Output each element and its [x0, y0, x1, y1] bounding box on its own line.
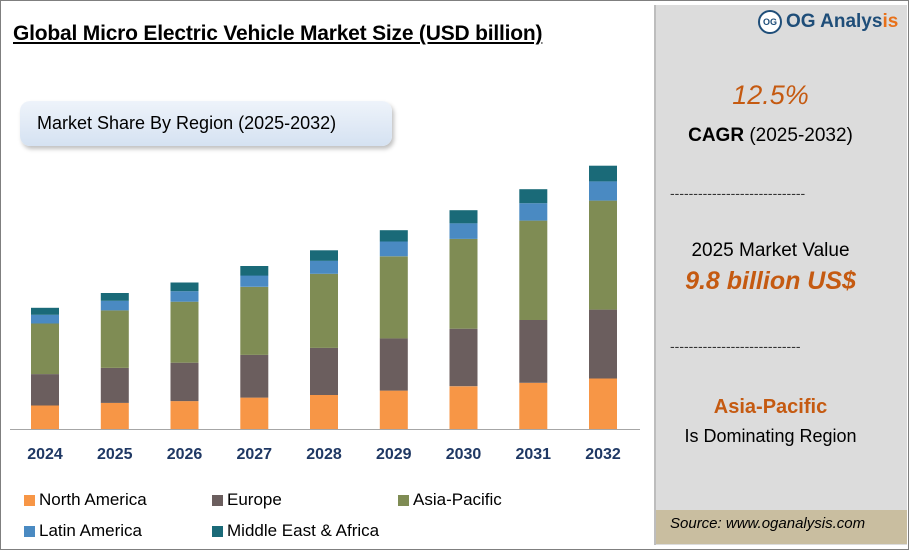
legend-label: Middle East & Africa — [227, 521, 380, 540]
bar-latin-america-2026 — [170, 291, 199, 302]
bar-north-america-2029 — [379, 390, 408, 429]
bar-europe-2032 — [589, 309, 617, 379]
subtitle-box: Market Share By Region (2025-2032) — [20, 101, 392, 146]
bar-middle-east-africa-2031 — [519, 189, 548, 204]
legend-swatch — [24, 494, 35, 506]
source-text: Source: www.oganalysis.com — [670, 515, 866, 532]
bar-middle-east-africa-2024 — [31, 307, 59, 315]
bar-europe-2029 — [379, 338, 408, 391]
bar-latin-america-2027 — [240, 275, 269, 287]
bar-north-america-2025 — [100, 402, 129, 429]
bar-middle-east-africa-2030 — [449, 210, 478, 224]
logo-mark-icon: OG — [758, 10, 782, 34]
bar-asia-pacific-2024 — [31, 323, 59, 375]
bar-asia-pacific-2031 — [519, 220, 548, 320]
dominating-region-label: Is Dominating Region — [684, 426, 857, 446]
bar-middle-east-africa-2026 — [170, 282, 199, 292]
bar-latin-america-2029 — [379, 241, 408, 257]
x-tick-label-2024: 2024 — [27, 446, 63, 463]
bar-middle-east-africa-2025 — [100, 293, 129, 301]
x-tick-label-2032: 2032 — [585, 446, 621, 463]
bar-latin-america-2031 — [519, 203, 548, 221]
bar-europe-2025 — [100, 368, 129, 403]
legend-swatch — [212, 494, 223, 506]
bar-latin-america-2032 — [589, 181, 617, 201]
bar-latin-america-2028 — [310, 260, 338, 274]
logo-wordmark: OG Analysis — [786, 11, 898, 33]
x-tick-label-2029: 2029 — [376, 446, 412, 463]
legend-swatch — [24, 525, 35, 537]
x-tick-label-2030: 2030 — [446, 446, 482, 463]
bar-north-america-2024 — [31, 405, 59, 429]
legend-item-latin-america: Latin America — [24, 521, 142, 541]
legend-item-north-america: North America — [24, 490, 147, 510]
chart-subtitle: Market Share By Region (2025-2032) — [37, 113, 337, 133]
bar-north-america-2026 — [170, 401, 199, 429]
x-tick-label-2028: 2028 — [306, 446, 342, 463]
cagr-bold: CAGR — [688, 125, 745, 146]
bar-latin-america-2030 — [449, 223, 478, 239]
og-analysis-logo: OG OG Analysis — [758, 10, 898, 34]
bar-asia-pacific-2030 — [449, 238, 478, 329]
cagr-period: (2025-2032) — [749, 125, 853, 146]
bar-middle-east-africa-2028 — [310, 250, 338, 261]
legend-label: North America — [39, 490, 147, 509]
bar-north-america-2027 — [240, 397, 269, 429]
legend-swatch — [398, 494, 409, 506]
bar-latin-america-2025 — [100, 300, 129, 311]
summary-panel — [654, 5, 907, 545]
bar-europe-2028 — [310, 347, 338, 395]
bar-asia-pacific-2028 — [310, 273, 338, 348]
market-value-label: 2025 Market Value — [691, 240, 850, 261]
chart-title: Global Micro Electric Vehicle Market Siz… — [13, 22, 543, 45]
x-tick-label-2031: 2031 — [515, 446, 551, 463]
bar-north-america-2030 — [449, 386, 478, 429]
x-tick-label-2026: 2026 — [167, 446, 203, 463]
legend-item-europe: Europe — [212, 490, 282, 510]
bar-asia-pacific-2026 — [170, 301, 199, 363]
divider-2: ---------------------------- — [670, 338, 801, 354]
legend-item-middle-east-africa: Middle East & Africa — [212, 521, 379, 541]
bar-middle-east-africa-2029 — [379, 230, 408, 242]
cagr-label: CAGR (2025-2032) — [654, 125, 887, 147]
x-tick-label-2025: 2025 — [97, 446, 133, 463]
bar-middle-east-africa-2032 — [589, 165, 617, 182]
bar-north-america-2032 — [589, 378, 617, 429]
bar-europe-2031 — [519, 320, 548, 383]
legend-label: Europe — [227, 490, 282, 509]
bar-asia-pacific-2027 — [240, 286, 269, 355]
divider-1: ----------------------------- — [670, 185, 806, 201]
legend-swatch — [212, 525, 223, 537]
bar-middle-east-africa-2027 — [240, 266, 269, 276]
bar-asia-pacific-2025 — [100, 310, 129, 368]
bar-europe-2030 — [449, 328, 478, 387]
bar-europe-2024 — [31, 374, 59, 406]
legend-label: Asia-Pacific — [413, 490, 502, 509]
source-box — [656, 510, 907, 544]
bar-europe-2026 — [170, 362, 199, 402]
legend-label: Latin America — [39, 521, 142, 540]
logo-text-end: is — [882, 11, 899, 32]
logo-text-main: OG Analys — [786, 11, 883, 32]
dominating-region: Asia-Pacific — [713, 396, 828, 418]
cagr-value: 12.5% — [732, 80, 809, 110]
bar-north-america-2031 — [519, 382, 548, 429]
market-value: 9.8 billion US$ — [685, 267, 856, 295]
chart-legend: North America Europe Asia-Pacific Latin Ame… — [24, 490, 502, 541]
bar-north-america-2028 — [310, 395, 338, 429]
bar-asia-pacific-2032 — [589, 200, 617, 310]
bar-asia-pacific-2029 — [379, 256, 408, 339]
bar-latin-america-2024 — [31, 314, 59, 324]
x-tick-label-2027: 2027 — [236, 446, 272, 463]
stacked-bar-chart: 2024 2025 2026 2027 2028 2029 2030 2031 2032 — [10, 165, 640, 463]
bar-europe-2027 — [240, 354, 269, 398]
legend-item-asia-pacific: Asia-Pacific — [398, 490, 502, 510]
